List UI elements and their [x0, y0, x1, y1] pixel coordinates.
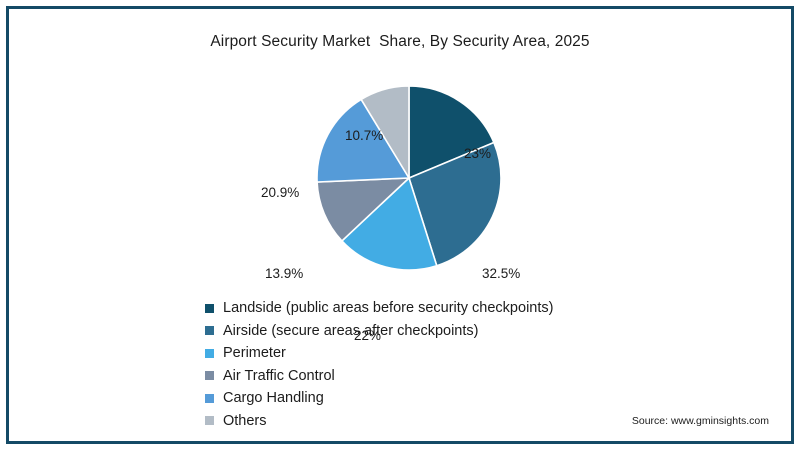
- legend-item-label: Others: [223, 412, 267, 429]
- legend-swatch-icon: [205, 303, 214, 313]
- legend-item-label: Perimeter: [223, 345, 286, 361]
- legend-item[interactable]: Cargo Handling: [205, 387, 725, 410]
- pie-slice[interactable]: [360, 85, 410, 181]
- data-label-landside: 23%: [464, 146, 492, 161]
- chart-legend: Landside (public areas before security c…: [205, 297, 725, 432]
- pie-slice[interactable]: [316, 98, 411, 183]
- data-label-cargo-handling: 20.9%: [261, 185, 300, 200]
- legend-item[interactable]: Airside (secure areas after checkpoints): [205, 320, 725, 343]
- pie-chart: 23% 32.5% 22% 13.9% 20.9% 10.7%: [9, 67, 791, 343]
- data-label-perimeter: 22%: [354, 328, 382, 343]
- page-title: Airport Security Market Share, By Securi…: [210, 33, 590, 50]
- pie-slice[interactable]: [408, 141, 502, 267]
- legend-swatch-icon: [205, 348, 214, 358]
- legend-item-label: Air Traffic Control: [223, 367, 335, 384]
- pie-slice[interactable]: [316, 177, 412, 243]
- legend-item[interactable]: Perimeter: [205, 342, 725, 365]
- legend-swatch-icon: [205, 393, 214, 403]
- legend-item[interactable]: Air Traffic Control: [205, 365, 725, 388]
- source-note: Source: www.gminsights.com: [631, 415, 769, 427]
- data-label-air-traffic-control: 13.9%: [265, 266, 304, 281]
- legend-swatch-icon: [205, 326, 214, 336]
- legend-item[interactable]: Landside (public areas before security c…: [205, 297, 725, 320]
- data-label-airside: 32.5%: [482, 266, 521, 281]
- legend-item-label: Cargo Handling: [223, 390, 324, 406]
- pie-slice[interactable]: [340, 176, 438, 271]
- legend-swatch-icon: [205, 371, 214, 381]
- legend-item-label: Landside (public areas before security c…: [223, 300, 554, 316]
- data-label-others: 10.7%: [345, 128, 384, 143]
- pie-svg: [316, 85, 502, 271]
- chart-card: Airport Security Market Share, By Securi…: [6, 6, 794, 444]
- legend-item[interactable]: Others: [205, 410, 725, 433]
- pie-slice-group: [316, 85, 502, 271]
- legend-item-label: Airside (secure areas after checkpoints): [223, 322, 479, 339]
- pie-slice[interactable]: [408, 85, 495, 180]
- legend-swatch-icon: [205, 416, 214, 426]
